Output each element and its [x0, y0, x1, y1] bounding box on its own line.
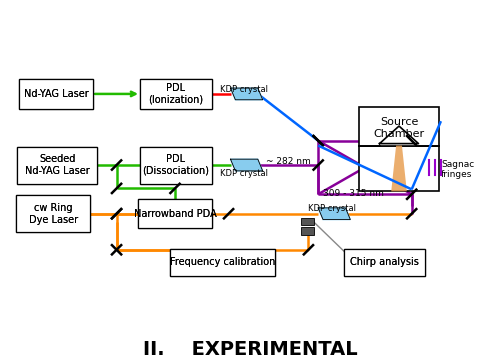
- FancyBboxPatch shape: [138, 199, 212, 228]
- Text: Frequency calibration: Frequency calibration: [170, 257, 276, 268]
- Text: Nd-YAG Laser: Nd-YAG Laser: [24, 89, 88, 99]
- FancyBboxPatch shape: [138, 199, 212, 228]
- FancyBboxPatch shape: [17, 147, 97, 183]
- Polygon shape: [318, 208, 350, 219]
- Text: 309 - 315 nm: 309 - 315 nm: [323, 189, 384, 198]
- Bar: [359, 107, 439, 146]
- FancyBboxPatch shape: [344, 249, 425, 276]
- Polygon shape: [391, 146, 407, 191]
- FancyBboxPatch shape: [17, 147, 97, 183]
- Text: PDL
(Dissociation): PDL (Dissociation): [142, 154, 210, 176]
- FancyBboxPatch shape: [140, 147, 212, 183]
- FancyBboxPatch shape: [140, 147, 212, 183]
- Text: KDP crystal: KDP crystal: [220, 85, 268, 94]
- FancyBboxPatch shape: [16, 195, 90, 232]
- FancyBboxPatch shape: [16, 195, 90, 232]
- Text: Narrowband PDA: Narrowband PDA: [134, 209, 216, 219]
- Polygon shape: [230, 159, 262, 171]
- Text: Chirp analysis: Chirp analysis: [350, 257, 419, 268]
- Text: II.    EXPERIMENTAL: II. EXPERIMENTAL: [142, 340, 358, 359]
- FancyBboxPatch shape: [140, 79, 212, 108]
- FancyBboxPatch shape: [170, 249, 276, 276]
- Polygon shape: [230, 88, 262, 100]
- Text: KDP crystal: KDP crystal: [220, 169, 268, 178]
- Polygon shape: [380, 126, 418, 143]
- FancyBboxPatch shape: [170, 249, 276, 276]
- FancyBboxPatch shape: [344, 249, 425, 276]
- Text: Sagnac
fringes: Sagnac fringes: [441, 160, 474, 179]
- Text: PDL
(Ionization): PDL (Ionization): [148, 83, 204, 105]
- Text: Nd-YAG Laser: Nd-YAG Laser: [24, 89, 88, 99]
- Text: KDP crystal: KDP crystal: [308, 204, 356, 213]
- Text: cw Ring
Dye Laser: cw Ring Dye Laser: [28, 203, 78, 225]
- FancyBboxPatch shape: [140, 79, 212, 108]
- Text: cw Ring
Dye Laser: cw Ring Dye Laser: [28, 203, 78, 225]
- Text: Seeded
Nd-YAG Laser: Seeded Nd-YAG Laser: [25, 154, 90, 176]
- FancyBboxPatch shape: [19, 79, 93, 108]
- FancyBboxPatch shape: [19, 79, 93, 108]
- Text: Frequency calibration: Frequency calibration: [170, 257, 276, 268]
- Text: Seeded
Nd-YAG Laser: Seeded Nd-YAG Laser: [25, 154, 90, 176]
- Text: Chirp analysis: Chirp analysis: [350, 257, 419, 268]
- FancyBboxPatch shape: [300, 218, 314, 225]
- Text: Narrowband PDA: Narrowband PDA: [134, 209, 216, 219]
- Text: PDL
(Dissociation): PDL (Dissociation): [142, 154, 210, 176]
- Bar: [359, 146, 439, 191]
- Text: ~ 282 nm: ~ 282 nm: [266, 157, 310, 166]
- FancyBboxPatch shape: [300, 228, 314, 235]
- Text: PDL
(Ionization): PDL (Ionization): [148, 83, 204, 105]
- Text: Source
Chamber: Source Chamber: [374, 117, 424, 139]
